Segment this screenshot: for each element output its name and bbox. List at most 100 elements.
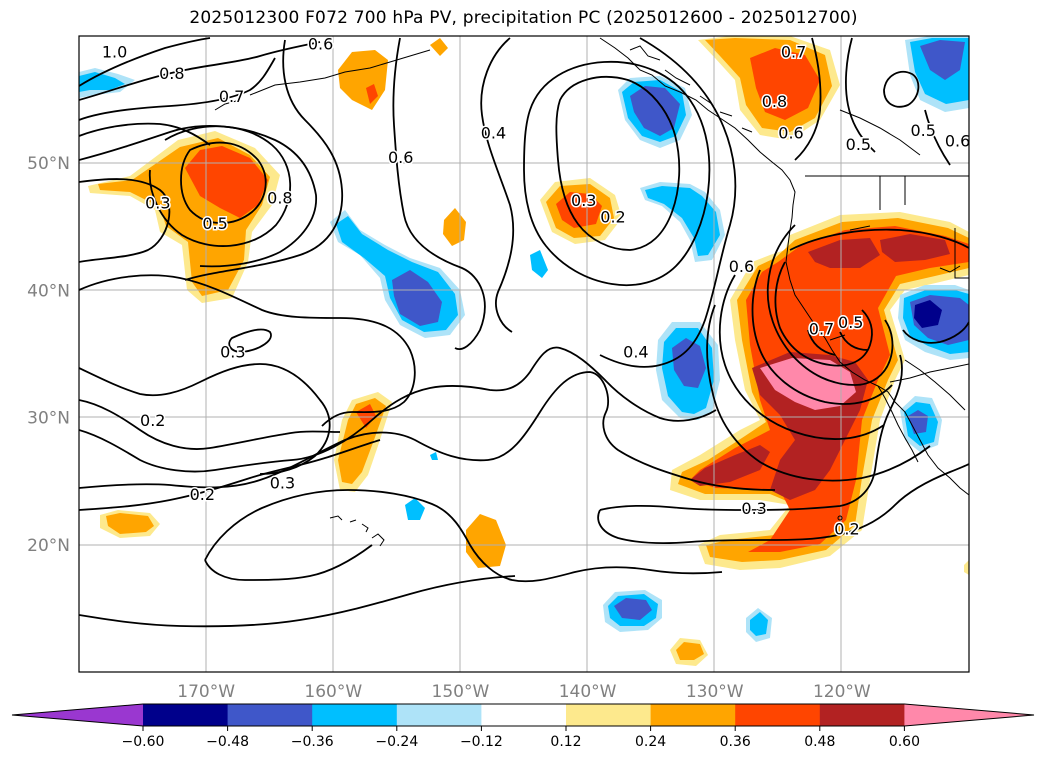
pv-contour-line	[79, 274, 416, 427]
colorbar-tick-label: 0.48	[804, 734, 835, 750]
pv-contour-line	[79, 178, 171, 263]
pv-contour-line	[774, 261, 873, 367]
pv-contour-label: 1.0	[102, 42, 127, 61]
pv-contour-label: 0.7	[781, 42, 806, 61]
pv-contour-label: 0.5	[838, 313, 863, 332]
pv-contour-label: 0.2	[834, 519, 859, 538]
baja-peninsula	[877, 385, 919, 463]
pv-contour-line	[180, 141, 267, 224]
pv-contour-label: 0.6	[945, 131, 970, 150]
gulf-coast	[904, 359, 966, 411]
pv-contour-line	[79, 37, 211, 87]
pv-contour-label: 0.6	[308, 35, 333, 54]
pv-contour-label: 0.3	[741, 499, 766, 518]
pv-contour-label: 0.4	[623, 342, 648, 361]
colorbar-extend-low	[12, 704, 143, 726]
us-mexico-border	[889, 363, 969, 383]
colorbar-segment	[566, 704, 652, 726]
map-frame	[78, 35, 970, 673]
colorbar-tick-label: −0.60	[122, 734, 165, 750]
colorbar-segment	[735, 704, 821, 726]
pv-contour-line	[807, 329, 869, 356]
colorbar-tick-label: −0.24	[375, 734, 418, 750]
colorbar-tick-label: 0.36	[720, 734, 751, 750]
pv-contour-labels: 1.00.80.70.60.30.50.80.60.40.30.20.70.80…	[100, 35, 970, 540]
lon-tick-label: 140°W	[559, 682, 617, 702]
pv-contour-line	[751, 269, 893, 405]
pv-contour-line	[766, 224, 894, 386]
colorbar-tick-label: 0.24	[635, 734, 666, 750]
colorbar-extend-high	[904, 704, 1034, 726]
hawaii-islands	[329, 515, 385, 547]
colorbar-tick-label: −0.48	[206, 734, 249, 750]
precip-shading	[79, 36, 969, 666]
pv-contour-line	[79, 346, 717, 473]
pv-contour-line	[79, 575, 516, 628]
pv-contour-line	[523, 60, 711, 287]
lon-tick-label: 120°W	[813, 682, 871, 702]
pv-contour-label: 0.5	[846, 135, 871, 154]
lon-tick-label: 170°W	[177, 682, 235, 702]
pv-contour-line	[79, 371, 776, 491]
pv-contour-line	[228, 328, 272, 353]
pv-contour-line	[597, 463, 969, 545]
colorbar-segment	[481, 704, 567, 726]
pv-contour-line	[204, 489, 723, 583]
pv-contour-label: 0.6	[778, 124, 803, 143]
coastlines	[214, 37, 969, 547]
lon-tick-label: 160°W	[304, 682, 362, 702]
colorbar-tick-label: 0.60	[889, 734, 920, 750]
pv-contour-line	[599, 37, 737, 368]
pv-contour-line	[79, 122, 211, 146]
pv-contour-line	[883, 70, 920, 108]
pv-contour-label: 0.3	[220, 342, 245, 361]
colorbar-segment	[227, 704, 313, 726]
pv-contour-label: 0.3	[145, 194, 170, 213]
colorbar-segment	[312, 704, 398, 726]
pv-contour-line	[789, 228, 969, 251]
lat-tick-label: 30°N	[27, 409, 70, 429]
longitude-labels: 170°W 160°W 150°W 140°W 130°W 120°W	[177, 682, 871, 702]
pv-contour-label: 0.7	[219, 87, 244, 106]
pv-contour-line	[599, 354, 903, 511]
pv-contour-label: 0.2	[600, 208, 625, 227]
colorbar-tick-label: −0.36	[291, 734, 334, 750]
colorbar-segment	[650, 704, 736, 726]
pv-contour-label: 0.6	[388, 148, 413, 167]
pv-contour-line	[204, 544, 373, 581]
pv-contour-line	[79, 399, 341, 450]
lon-tick-label: 150°W	[432, 682, 490, 702]
lon-tick-label: 130°W	[686, 682, 744, 702]
pv-contour-line	[79, 41, 321, 101]
pv-contour-line	[392, 37, 486, 350]
colorbar-segment	[396, 704, 482, 726]
colorbar: −0.60 −0.48 −0.36 −0.24 −0.12 0.12 0.24 0.36 0.4…	[11, 703, 1035, 750]
colorbar-segment	[143, 704, 229, 726]
pv-contour-line	[480, 37, 515, 333]
map-title: 2025012300 F072 700 hPa PV, precipitatio…	[189, 8, 858, 28]
pv-contour-label: 0.7	[809, 320, 834, 339]
latitude-labels: 50°N 40°N 30°N 20°N	[27, 154, 70, 556]
colorbar-tick-label: 0.12	[550, 734, 581, 750]
pv-contour-line	[79, 57, 276, 121]
pv-contours	[79, 37, 969, 628]
pv-contour-label: 0.8	[762, 92, 787, 111]
lat-tick-label: 50°N	[27, 154, 70, 174]
pv-contour-line	[555, 76, 681, 251]
lat-tick-label: 20°N	[27, 536, 70, 556]
pv-contour-label: 0.8	[159, 64, 184, 83]
pv-contour-line	[706, 304, 931, 482]
pv-contour-line	[79, 125, 317, 268]
pv-contour-label: 0.4	[481, 124, 506, 143]
pv-contour-label: 0.2	[140, 411, 165, 430]
pv-contour-line	[845, 37, 876, 153]
lat-tick-label: 40°N	[27, 281, 70, 301]
pv-contour-label: 0.6	[729, 257, 754, 276]
pv-contour-label: 0.8	[267, 189, 292, 208]
colorbar-segment	[819, 704, 905, 726]
pv-contour-line	[718, 274, 885, 440]
pv-contour-label: 0.3	[571, 191, 596, 210]
pv-contour-line	[79, 439, 381, 511]
pv-contour-line	[902, 321, 969, 344]
